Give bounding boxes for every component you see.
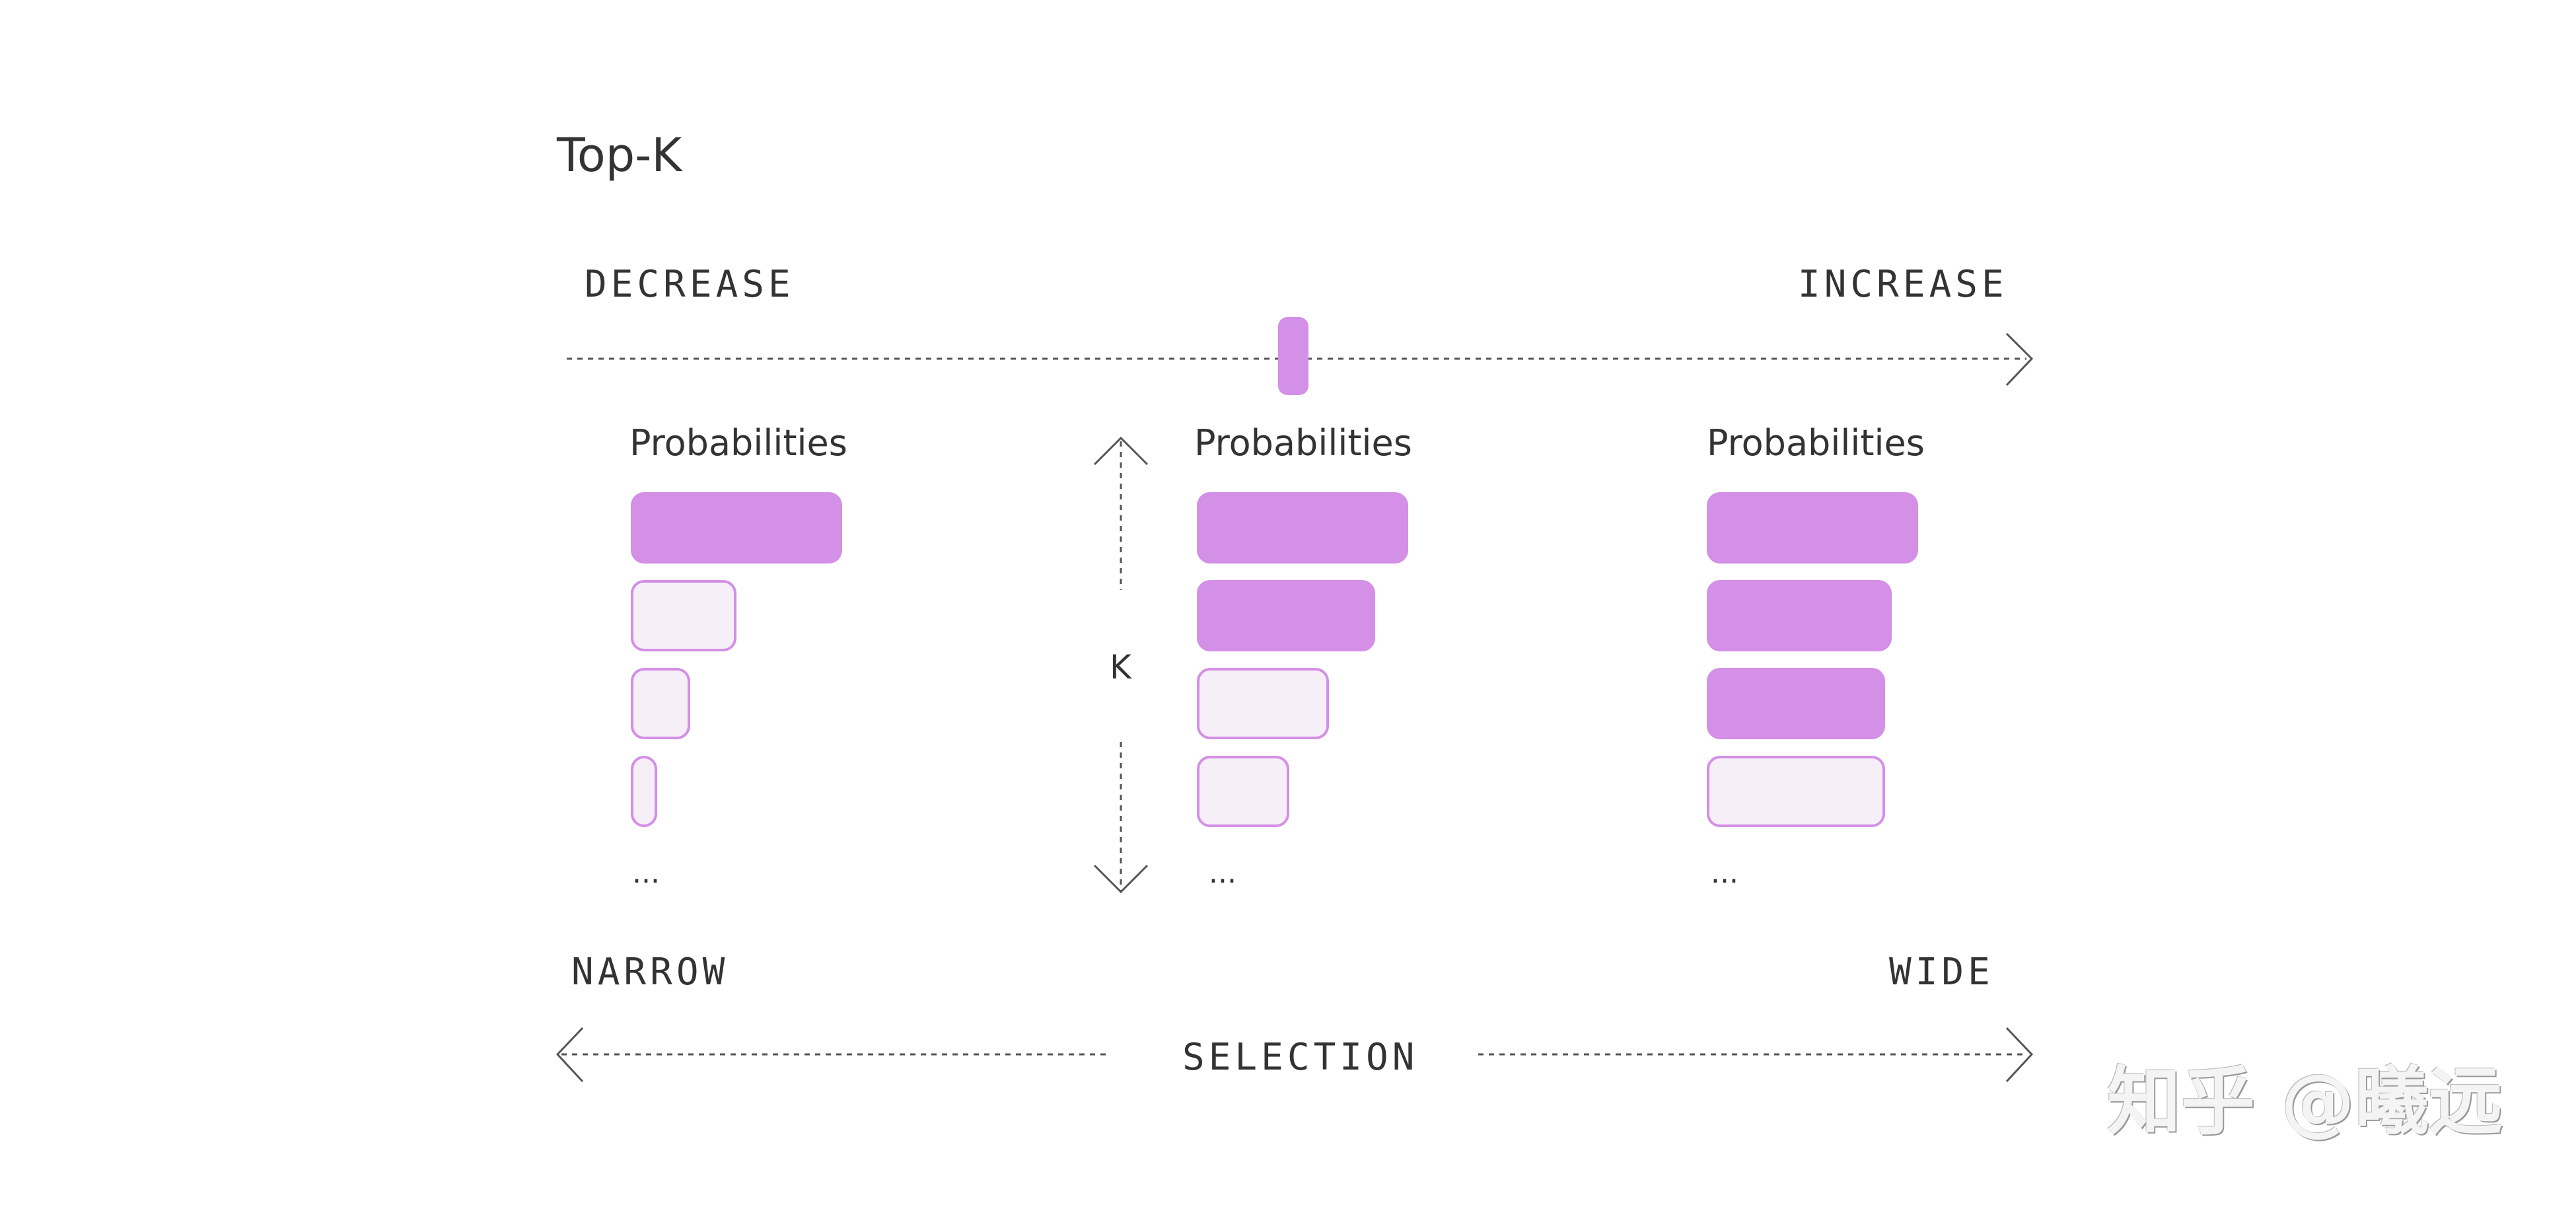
k-down-arrow-icon [1093,864,1149,894]
wide-label: WIDE [1889,951,1994,994]
probability-bar-unselected [1197,756,1289,827]
probability-bar-selected [1197,580,1375,651]
narrow-label: NARROW [571,951,729,994]
probability-bar-selected [1707,492,1918,564]
wide-arrowhead-icon [2005,1027,2034,1083]
column-2-ellipsis: ... [1209,856,1236,890]
probability-bar-selected [1707,668,1885,739]
column-2-bars [1197,492,1474,836]
column-1-heading: Probabilities [629,422,847,464]
column-1-ellipsis: ... [632,856,660,890]
watermark: 知乎 @曦远 [2107,1059,2503,1145]
column-3-bars [1707,492,1984,836]
probability-bar-unselected [631,580,736,651]
column-3-ellipsis: ... [1711,856,1738,890]
probability-bar-unselected [1707,756,1885,827]
column-1-bars [631,492,908,836]
narrow-arrowhead-icon [555,1027,584,1083]
column-2-heading: Probabilities [1194,422,1412,464]
k-slider-handle[interactable] [1278,317,1308,395]
probability-bar-selected [631,492,842,564]
k-up-arrow-icon [1093,436,1149,466]
probability-bar-unselected [1197,668,1329,739]
probability-bar-selected [1707,580,1892,651]
column-3-heading: Probabilities [1707,422,1925,464]
diagram-title: Top-K [557,128,682,182]
selection-label: SELECTION [1182,1036,1419,1079]
k-label: K [1110,648,1131,686]
increase-label: INCREASE [1798,263,2008,306]
probability-bar-unselected [631,756,657,827]
probability-bar-selected [1197,492,1408,564]
probability-bar-unselected [631,668,690,739]
decrease-label: DECREASE [585,263,795,306]
top-scale-arrowhead-icon [2005,332,2034,386]
